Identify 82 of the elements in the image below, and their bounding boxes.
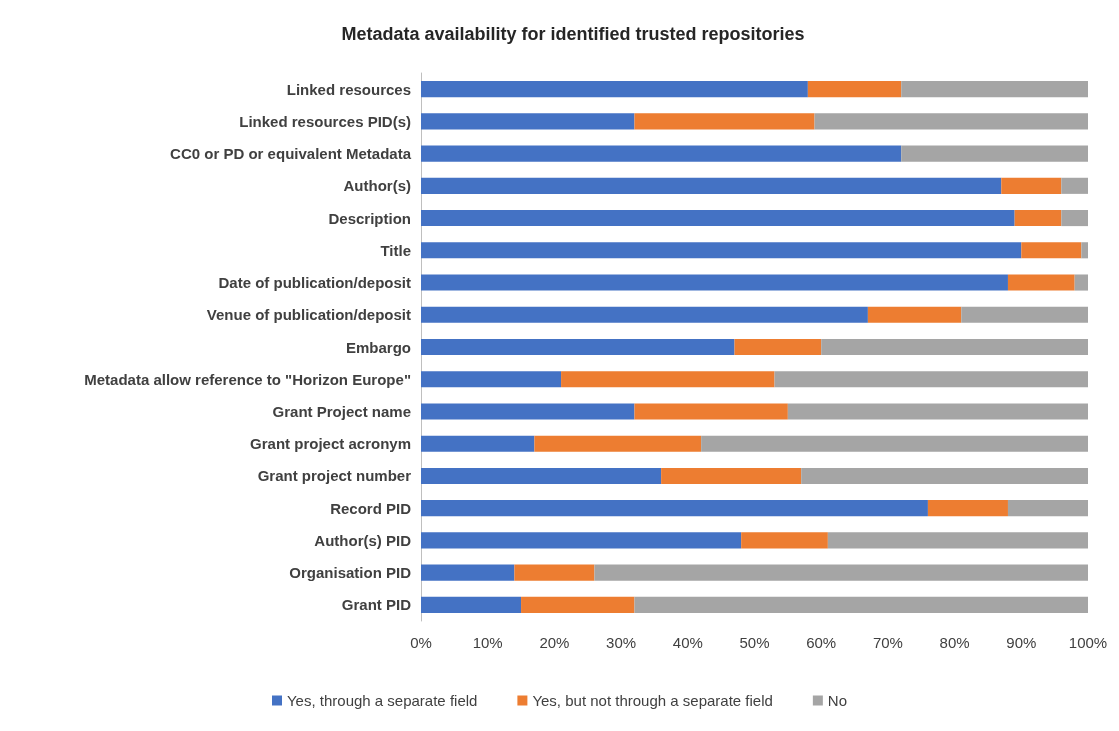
bar xyxy=(421,435,535,452)
bar xyxy=(1014,210,1062,227)
bar xyxy=(734,338,822,356)
bar xyxy=(1007,274,1075,291)
y-tick-label: Embargo xyxy=(345,338,411,356)
bar xyxy=(927,500,1008,517)
bar xyxy=(1081,242,1088,259)
bar xyxy=(774,371,1088,388)
bar xyxy=(661,467,802,484)
bar xyxy=(814,113,1088,130)
bar xyxy=(901,145,1088,162)
bar xyxy=(421,145,902,162)
y-tick-label: Grant project number xyxy=(257,467,412,485)
bar xyxy=(421,371,562,388)
y-tick-label: Author(s) PID xyxy=(314,531,412,549)
bar xyxy=(421,177,1002,194)
bar xyxy=(1061,210,1088,227)
bar xyxy=(421,564,515,581)
bar xyxy=(521,596,635,613)
legend-label: No xyxy=(827,692,848,709)
bar xyxy=(421,306,868,323)
bar xyxy=(1061,177,1088,194)
y-tick-label: Author(s) xyxy=(343,177,411,195)
y-tick-label: Linked resources PID(s) xyxy=(239,112,411,130)
x-tick-label: 0% xyxy=(410,634,432,651)
bar xyxy=(421,532,742,549)
bar xyxy=(421,338,735,356)
y-tick-label: Linked resources xyxy=(286,80,411,98)
x-tick-label: 30% xyxy=(606,634,637,651)
bar xyxy=(961,306,1088,323)
legend-label: Yes, through a separate field xyxy=(286,692,478,709)
bar xyxy=(787,403,1088,420)
bar xyxy=(561,371,775,388)
x-tick-label: 40% xyxy=(672,634,703,651)
x-tick-label: 100% xyxy=(1068,634,1108,651)
y-tick-label: Grant PID xyxy=(341,596,412,614)
bar xyxy=(1001,177,1062,194)
bar xyxy=(1074,274,1088,291)
y-tick-label: Title xyxy=(380,241,411,259)
bar xyxy=(421,210,1015,227)
bar xyxy=(421,467,662,484)
y-tick-label: Venue of publication/deposit xyxy=(206,306,411,324)
y-tick-label: CC0 or PD or equivalent Metadata xyxy=(170,145,412,163)
bar xyxy=(741,532,828,549)
bar xyxy=(807,81,902,98)
x-tick-label: 80% xyxy=(939,634,970,651)
chart-title: Metadata availability for identified trusted repositories xyxy=(341,24,805,44)
bar xyxy=(901,81,1088,98)
bar xyxy=(821,338,1088,356)
x-tick-label: 50% xyxy=(739,634,770,651)
bar xyxy=(634,113,815,130)
y-tick-label: Date of publication/deposit xyxy=(218,274,411,292)
bar xyxy=(801,467,1088,484)
x-tick-label: 20% xyxy=(539,634,570,651)
bar xyxy=(514,564,595,581)
bar xyxy=(421,596,522,613)
y-tick-label: Description xyxy=(328,209,411,227)
x-tick-label: 10% xyxy=(472,634,503,651)
x-tick-label: 60% xyxy=(806,634,837,651)
y-tick-label: Metadata allow reference to "Horizon Europe" xyxy=(84,370,411,388)
x-tick-label: 90% xyxy=(1006,634,1037,651)
bar xyxy=(827,532,1088,549)
legend-label: Yes, but not through a separate field xyxy=(532,692,773,709)
bar xyxy=(634,403,788,420)
bar xyxy=(421,242,1022,259)
bar xyxy=(701,435,1088,452)
y-tick-label: Organisation PID xyxy=(289,564,412,582)
bar xyxy=(421,113,635,130)
bar xyxy=(867,306,962,323)
bar xyxy=(1007,500,1088,517)
x-tick-label: 70% xyxy=(872,634,903,651)
y-tick-label: Grant project acronym xyxy=(250,435,411,453)
bar xyxy=(1021,242,1082,259)
bar xyxy=(534,435,702,452)
y-tick-label: Grant Project name xyxy=(272,402,411,420)
y-tick-label: Record PID xyxy=(330,499,412,517)
bar xyxy=(421,274,1008,291)
bar xyxy=(634,596,1088,613)
bar xyxy=(421,500,928,517)
bar xyxy=(421,81,808,98)
bar xyxy=(594,564,1088,581)
bar xyxy=(421,403,635,420)
